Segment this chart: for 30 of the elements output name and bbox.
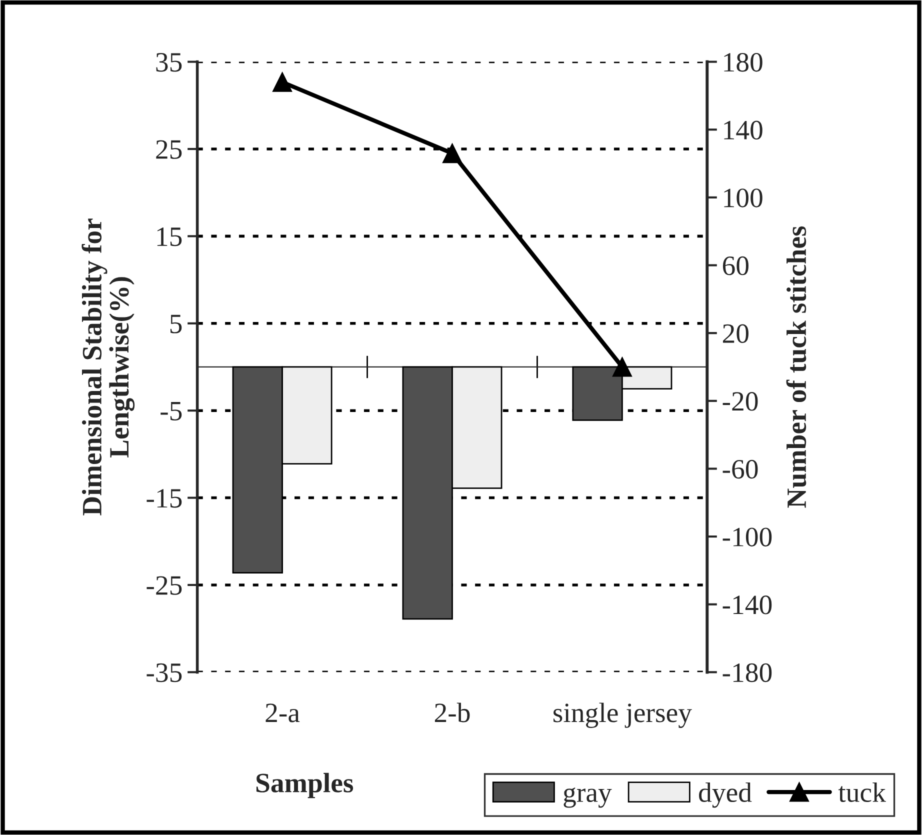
y-tick-label: -15: [146, 489, 182, 508]
y2-tick-label: 140: [724, 120, 762, 140]
x-axis-title: Samples: [256, 772, 354, 798]
point: [272, 72, 292, 92]
y-tick-label: 15: [157, 227, 182, 246]
legend-label: tuck: [838, 782, 886, 802]
y2-tick-label: 100: [724, 188, 762, 208]
y2-tick-label: -20: [722, 392, 758, 411]
y2-tick-label: -180: [722, 663, 772, 682]
point: [612, 357, 632, 377]
y2-tick-label: -140: [722, 596, 772, 614]
x-tick-label: 2-a: [266, 704, 300, 722]
legend-label: gray: [564, 788, 612, 808]
y-tick-label: 35: [156, 53, 182, 72]
legend-label: dyed: [699, 782, 752, 808]
y2-tick-label: -60: [722, 460, 758, 479]
y-tick-label: 5: [170, 314, 182, 334]
y-axis-title: Dimensional Stability for Lengthwise(%): [82, 218, 135, 516]
y2-tick-label: 20: [722, 324, 748, 343]
y2-axis-title: Number of tuck stitches: [786, 226, 806, 508]
y-tick-label: 25: [156, 140, 182, 159]
y2-tick-label: 60: [722, 256, 748, 276]
x-tick-label: single jersey: [554, 702, 692, 728]
y-tick-label: -25: [146, 576, 182, 595]
point: [442, 144, 462, 164]
y2-tick-label: -100: [722, 528, 772, 546]
x-tick-label: 2-b: [434, 702, 470, 722]
y-tick-label: -5: [160, 402, 182, 420]
y-tick-label: -35: [146, 663, 182, 682]
y2-tick-label: 180: [724, 52, 762, 72]
